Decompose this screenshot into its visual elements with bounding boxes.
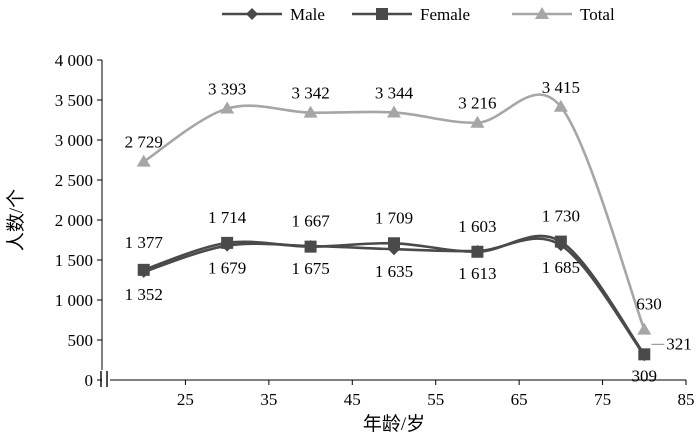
series-layer [136, 93, 652, 362]
point-female [388, 237, 400, 250]
data-label-female: 1 377 [125, 233, 164, 252]
legend-label-female: Female [420, 5, 470, 24]
point-female [554, 235, 567, 248]
data-label-male: 1 685 [542, 258, 580, 277]
y-tick-label: 2 500 [55, 171, 93, 190]
point-total [136, 154, 151, 167]
point-total [637, 322, 652, 335]
y-tick-label: 500 [68, 331, 94, 350]
x-tick-label: 55 [427, 390, 444, 409]
y-tick-label: 2 000 [55, 211, 93, 230]
point-total [553, 99, 568, 112]
data-label-total: 3 342 [291, 84, 329, 103]
x-axis-title: 年龄/岁 [363, 413, 425, 435]
axis-break-gap [100, 370, 110, 388]
y-tick-label: 4 000 [55, 51, 93, 70]
x-axis-ticks: 25 35 45 55 65 75 85 [177, 380, 695, 409]
data-label-male: 1 679 [208, 259, 246, 278]
data-label-total: 3 393 [208, 80, 246, 99]
data-label-female: 1 603 [458, 217, 496, 236]
data-label-female: 1 667 [291, 212, 330, 231]
y-tick-label: 1 000 [55, 291, 93, 310]
series-total [136, 93, 652, 335]
data-label-male: 1 352 [125, 285, 163, 304]
x-tick-label: 35 [260, 390, 277, 409]
point-total [470, 115, 485, 128]
point-female [304, 240, 317, 253]
y-tick-label: 0 [85, 371, 94, 390]
data-label-total: 630 [636, 295, 662, 314]
point-total [387, 105, 401, 118]
legend-marker-total [535, 7, 549, 19]
legend-marker-female [376, 8, 388, 20]
y-axis-title: 人数/个 [5, 189, 27, 251]
x-tick-label: 85 [678, 390, 695, 409]
data-label-male: 1 675 [291, 259, 329, 278]
data-label-female: 1 709 [375, 208, 413, 227]
x-tick-label: 25 [177, 390, 194, 409]
data-label-total: 3 216 [458, 94, 496, 113]
legend-item-total: Total [512, 5, 615, 24]
data-label-total: 3 344 [375, 83, 414, 102]
point-female [471, 245, 484, 258]
series-female [137, 234, 651, 361]
data-label-total: 2 729 [125, 133, 163, 152]
x-tick-label: 45 [344, 390, 361, 409]
data-labels-layer: 2 729 1 377 1 352 3 393 1 714 1 679 3 342 1 667… [125, 78, 692, 385]
point-female [221, 236, 234, 249]
point-female [638, 348, 651, 361]
data-label-male: 1 613 [458, 264, 496, 283]
x-tick-label: 65 [511, 390, 528, 409]
legend-label-male: Male [290, 5, 325, 24]
y-tick-label: 1 500 [55, 251, 93, 270]
series-line-male [143, 237, 646, 357]
data-label-female: 1 730 [542, 207, 580, 226]
data-label-total: 3 415 [542, 78, 580, 97]
legend-item-male: Male [222, 5, 325, 24]
x-tick-label: 75 [594, 390, 611, 409]
point-total [303, 105, 318, 118]
point-total [220, 101, 235, 114]
y-tick-label: 3 000 [55, 131, 93, 150]
x-axis-break-mark [100, 370, 110, 388]
legend-marker-male [246, 8, 258, 20]
data-label-female: 1 714 [208, 208, 247, 227]
legend: Male Female Total [222, 5, 615, 24]
series-male [137, 237, 651, 362]
data-label-female: 321 [666, 334, 692, 353]
y-axis-ticks: 0 500 1 000 1 500 2 000 2 500 3 000 3 500 4 000 [55, 51, 102, 390]
legend-label-total: Total [580, 5, 615, 24]
y-tick-label: 3 500 [55, 91, 93, 110]
data-label-male: 309 [632, 366, 658, 385]
legend-item-female: Female [352, 5, 470, 24]
point-female [137, 263, 150, 276]
data-label-male: 1 635 [375, 262, 413, 281]
